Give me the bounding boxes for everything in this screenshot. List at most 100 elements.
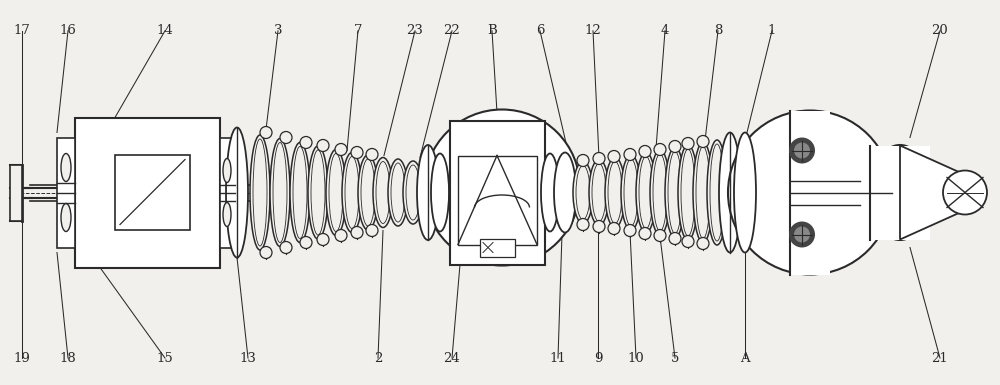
Circle shape xyxy=(639,228,651,239)
Circle shape xyxy=(697,238,709,249)
Circle shape xyxy=(624,149,636,161)
Circle shape xyxy=(789,137,815,164)
Circle shape xyxy=(424,109,580,266)
Ellipse shape xyxy=(406,165,420,220)
Ellipse shape xyxy=(693,142,713,243)
Circle shape xyxy=(608,223,620,234)
Circle shape xyxy=(260,127,272,139)
Ellipse shape xyxy=(734,132,756,253)
Ellipse shape xyxy=(710,144,724,241)
Circle shape xyxy=(366,149,378,161)
Circle shape xyxy=(697,136,709,147)
Ellipse shape xyxy=(403,161,423,224)
Text: 22: 22 xyxy=(444,24,460,37)
Text: 8: 8 xyxy=(714,24,722,37)
Circle shape xyxy=(351,147,363,159)
Ellipse shape xyxy=(293,147,307,238)
Text: 18: 18 xyxy=(60,352,76,365)
Ellipse shape xyxy=(358,155,378,230)
Text: 17: 17 xyxy=(14,24,30,37)
Circle shape xyxy=(682,137,694,149)
Circle shape xyxy=(728,110,892,275)
Circle shape xyxy=(593,221,605,233)
Ellipse shape xyxy=(376,161,390,224)
Circle shape xyxy=(639,146,651,157)
Circle shape xyxy=(335,229,347,241)
Text: A: A xyxy=(740,352,750,365)
Ellipse shape xyxy=(696,147,710,238)
Ellipse shape xyxy=(653,154,667,231)
Circle shape xyxy=(669,141,681,152)
Bar xyxy=(57,137,75,248)
Ellipse shape xyxy=(342,152,362,233)
Ellipse shape xyxy=(650,150,670,235)
Ellipse shape xyxy=(226,127,248,258)
Text: B: B xyxy=(487,24,497,37)
Text: 16: 16 xyxy=(60,24,76,37)
Ellipse shape xyxy=(636,152,656,233)
Ellipse shape xyxy=(329,154,343,231)
Bar xyxy=(458,156,537,244)
Ellipse shape xyxy=(573,161,593,224)
Ellipse shape xyxy=(373,157,393,228)
Ellipse shape xyxy=(253,139,267,246)
Text: 1: 1 xyxy=(768,24,776,37)
Ellipse shape xyxy=(345,156,359,229)
Text: 9: 9 xyxy=(594,352,602,365)
Bar xyxy=(220,137,235,248)
Circle shape xyxy=(351,226,363,238)
Ellipse shape xyxy=(541,154,559,231)
Circle shape xyxy=(300,236,312,248)
Polygon shape xyxy=(900,146,975,239)
Bar xyxy=(870,146,930,239)
Text: 4: 4 xyxy=(661,24,669,37)
Circle shape xyxy=(577,154,589,166)
Text: 14: 14 xyxy=(157,24,173,37)
Bar xyxy=(10,164,22,221)
Circle shape xyxy=(794,142,810,159)
Circle shape xyxy=(280,241,292,253)
Text: 13: 13 xyxy=(240,352,256,365)
Circle shape xyxy=(300,137,312,149)
Circle shape xyxy=(794,226,810,243)
Text: 6: 6 xyxy=(536,24,544,37)
Bar xyxy=(115,154,190,229)
Ellipse shape xyxy=(605,157,625,228)
Ellipse shape xyxy=(719,132,741,253)
Text: 23: 23 xyxy=(407,24,423,37)
Circle shape xyxy=(943,171,987,214)
Circle shape xyxy=(682,236,694,248)
Circle shape xyxy=(366,224,378,236)
Ellipse shape xyxy=(621,155,641,230)
Ellipse shape xyxy=(681,149,695,236)
Text: 5: 5 xyxy=(671,352,679,365)
Circle shape xyxy=(593,152,605,164)
Bar xyxy=(790,110,830,275)
Circle shape xyxy=(317,233,329,246)
Circle shape xyxy=(317,139,329,152)
Text: 20: 20 xyxy=(932,24,948,37)
Ellipse shape xyxy=(665,147,685,238)
Bar xyxy=(75,117,220,268)
Text: 10: 10 xyxy=(628,352,644,365)
Ellipse shape xyxy=(870,145,930,240)
Ellipse shape xyxy=(61,154,71,181)
Ellipse shape xyxy=(311,150,325,235)
Bar xyxy=(450,121,545,264)
Text: 21: 21 xyxy=(932,352,948,365)
Ellipse shape xyxy=(223,203,231,226)
Circle shape xyxy=(789,221,815,248)
Circle shape xyxy=(669,233,681,244)
Ellipse shape xyxy=(592,164,606,221)
Ellipse shape xyxy=(554,152,576,233)
Ellipse shape xyxy=(589,159,609,226)
Circle shape xyxy=(577,219,589,231)
Circle shape xyxy=(608,151,620,162)
Circle shape xyxy=(260,246,272,258)
Bar xyxy=(480,238,515,256)
Ellipse shape xyxy=(668,152,682,233)
Ellipse shape xyxy=(273,142,287,243)
Circle shape xyxy=(280,132,292,144)
Ellipse shape xyxy=(308,146,328,239)
Ellipse shape xyxy=(223,159,231,182)
